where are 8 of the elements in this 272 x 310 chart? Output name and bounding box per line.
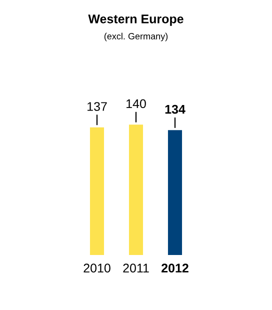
data-label: 140	[126, 99, 146, 108]
x-tick-label: 2010	[84, 264, 110, 273]
data-label: 137	[88, 102, 107, 111]
chart-title: Western Europe	[88, 14, 184, 26]
x-tick-label: 2011	[123, 264, 149, 273]
chart-subtitle: (excl. Germany)	[104, 32, 168, 42]
data-label: 134	[165, 104, 186, 114]
x-tick-label: 2012	[162, 264, 188, 273]
